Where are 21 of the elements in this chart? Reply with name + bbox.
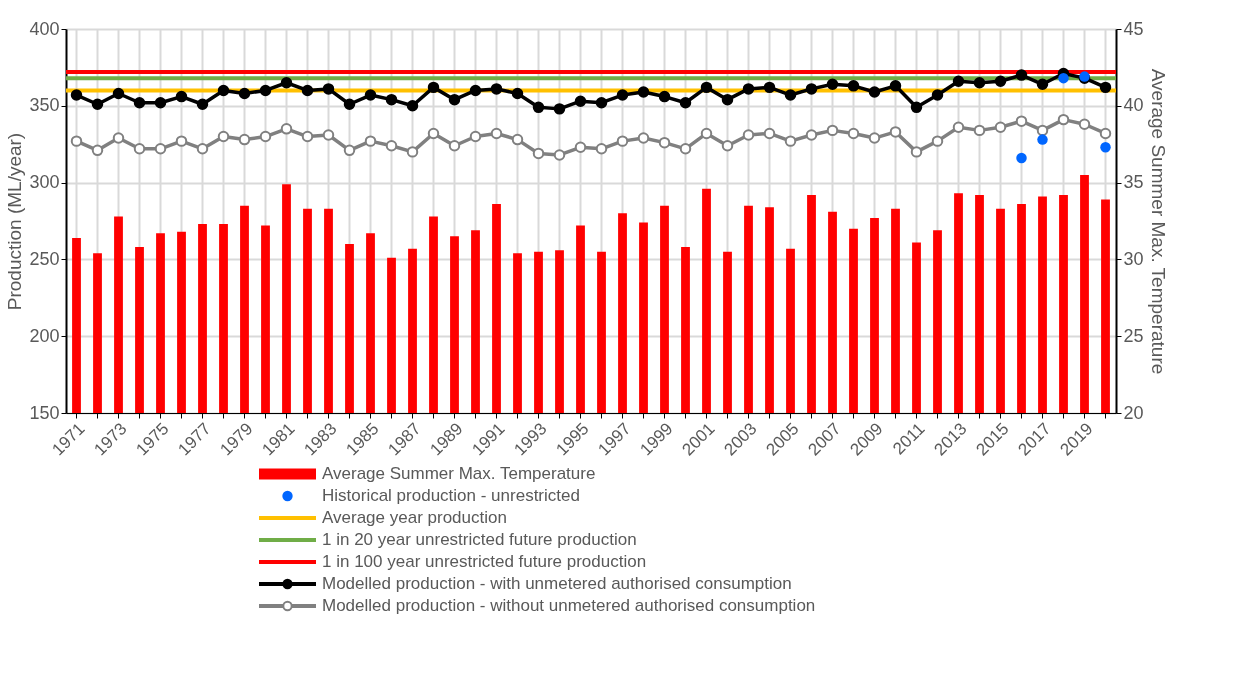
legend-label: Average Summer Max. Temperature: [322, 464, 596, 483]
legend-label: 1 in 20 year unrestricted future production: [322, 530, 637, 549]
y2-tick-label: 20: [1123, 402, 1144, 423]
y-tick-label: 250: [29, 248, 60, 269]
legend-label: Modelled production - with unmetered authorised consumption: [322, 574, 792, 593]
y-tick-label: 150: [29, 402, 60, 423]
y2-tick-label: 35: [1123, 172, 1144, 193]
y2-axis-title: Average Summer Max. Temperature: [1147, 68, 1169, 375]
legend-label: 1 in 100 year unrestricted future production: [322, 552, 647, 571]
y2-tick-label: 30: [1123, 248, 1144, 269]
y-tick-label: 350: [29, 95, 60, 116]
legend-label: Modelled production - without unmetered authorised consumption: [322, 596, 816, 615]
y2-tick-label: 25: [1123, 325, 1144, 346]
y-tick-label: 200: [29, 325, 60, 346]
y-tick-label: 400: [29, 18, 60, 39]
y2-tick-label: 40: [1123, 95, 1144, 116]
y2-tick-label: 45: [1123, 18, 1144, 39]
legend-label: Average year production: [322, 508, 507, 527]
y-axis-title: Production (ML/year): [4, 132, 26, 311]
y-tick-label: 300: [29, 172, 60, 193]
legend-label: Historical production - unrestricted: [322, 486, 580, 505]
